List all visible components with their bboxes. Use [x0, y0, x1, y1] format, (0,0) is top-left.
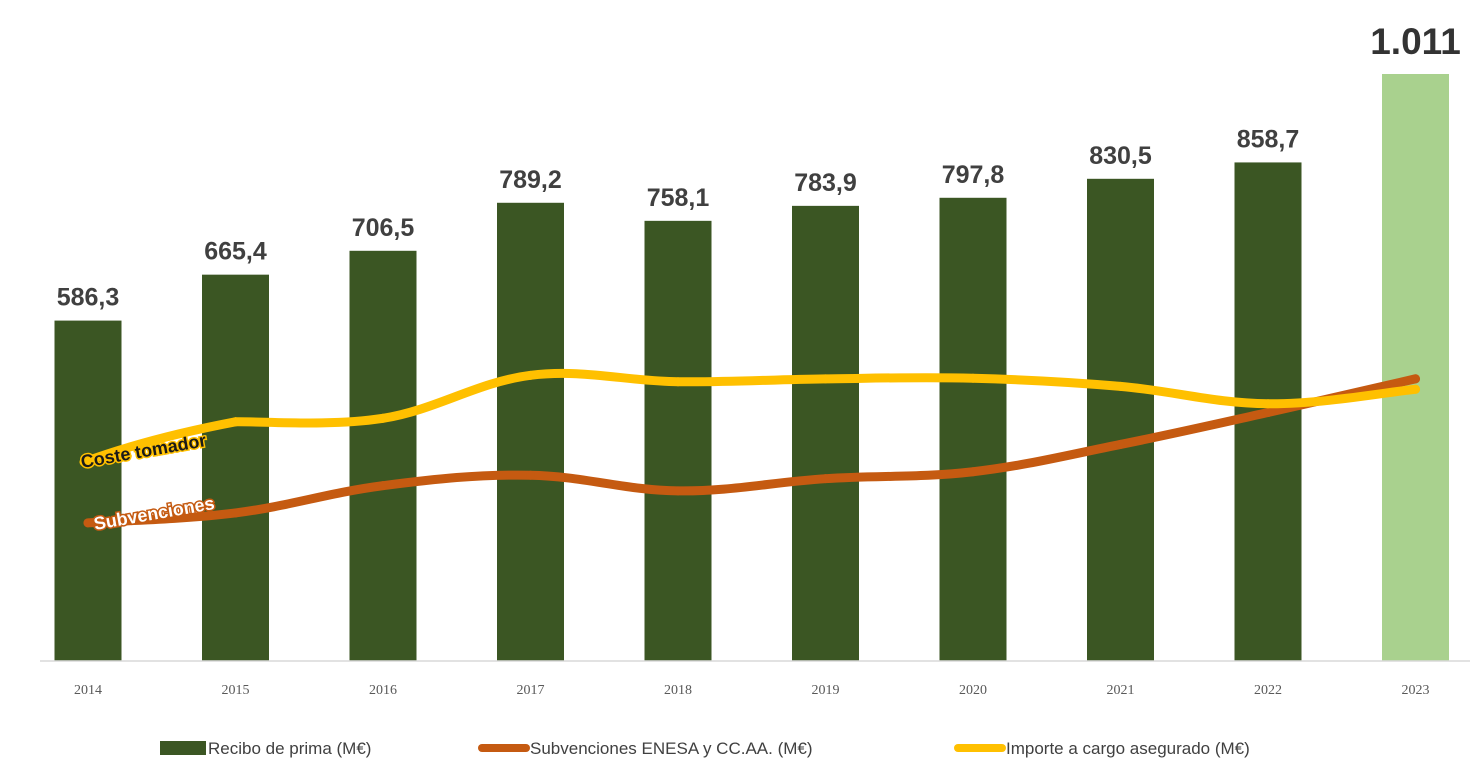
x-tick-label-2022: 2022: [1254, 683, 1282, 698]
data-label-2022: 858,7: [1237, 125, 1300, 153]
line-point-2-2018: [673, 377, 683, 387]
ticks-layer: 2014 2015 2016 2017 2018 2019 2020 2021 2022 2023: [74, 683, 1430, 698]
line-point-2-2022: [1263, 399, 1273, 409]
line-point-2-2021: [1116, 381, 1125, 391]
bar-2017: [497, 202, 564, 661]
bar-2023: [1382, 74, 1449, 661]
x-tick-label-2023: 2023: [1402, 683, 1430, 698]
bar-2019: [792, 205, 859, 661]
line-point-2-2019: [821, 374, 830, 384]
line-point-2-2016: [378, 413, 388, 423]
bar-2020: [939, 197, 1007, 661]
data-label-2014: 586,3: [57, 284, 120, 312]
legend-label-recibo: Recibo de prima (M€): [208, 739, 371, 758]
legend: Recibo de prima (M€) Subvenciones ENESA y…: [160, 739, 1250, 758]
legend-label-subvenciones: Subvenciones ENESA y CC.AA. (M€): [530, 739, 813, 758]
x-tick-label-2019: 2019: [812, 683, 840, 698]
data-label-2019: 783,9: [794, 169, 857, 197]
line-point-1-2015: [231, 508, 240, 518]
legend-label-importe: Importe a cargo asegurado (M€): [1006, 739, 1250, 758]
line-point-1-2023: [1411, 374, 1420, 384]
line-point-1-2014: [83, 518, 93, 528]
x-tick-label-2014: 2014: [74, 683, 102, 698]
line-point-1-2019: [821, 474, 830, 484]
line-point-2-2020: [968, 373, 978, 383]
bars-layer: [54, 74, 1449, 661]
bar-2015: [202, 274, 269, 661]
line-point-1-2018: [673, 486, 683, 496]
data-label-2016: 706,5: [352, 214, 415, 242]
line-series-1: [83, 374, 1420, 528]
x-tick-label-2016: 2016: [369, 683, 397, 698]
data-label-2021: 830,5: [1089, 142, 1152, 170]
bar-2021: [1087, 178, 1154, 661]
x-tick-label-2017: 2017: [517, 683, 545, 698]
bar-2016: [349, 250, 417, 661]
x-tick-label-2018: 2018: [664, 683, 692, 698]
bar-2018: [644, 220, 712, 661]
line-point-2-2023: [1411, 384, 1420, 394]
x-tick-label-2015: 2015: [222, 683, 250, 698]
line-point-1-2021: [1116, 439, 1125, 449]
x-tick-label-2020: 2020: [959, 683, 987, 698]
data-label-2023: 1.011: [1370, 21, 1461, 62]
line-point-1-2017: [526, 470, 535, 480]
legend-swatch-recibo: [160, 741, 206, 755]
line-point-2-2017: [526, 370, 535, 380]
x-tick-label-2021: 2021: [1107, 683, 1135, 698]
bar-2014: [54, 320, 122, 661]
data-label-2015: 665,4: [204, 238, 267, 266]
line-series-2-leadin: [79, 417, 240, 467]
data-label-2017: 789,2: [499, 166, 562, 194]
line-point-1-2022: [1263, 407, 1273, 417]
data-label-2018: 758,1: [647, 184, 710, 212]
lines-layer: [79, 368, 1420, 528]
line-point-1-2020: [968, 467, 978, 477]
line-point-1-2016: [378, 481, 388, 491]
data-label-2020: 797,8: [942, 161, 1005, 189]
